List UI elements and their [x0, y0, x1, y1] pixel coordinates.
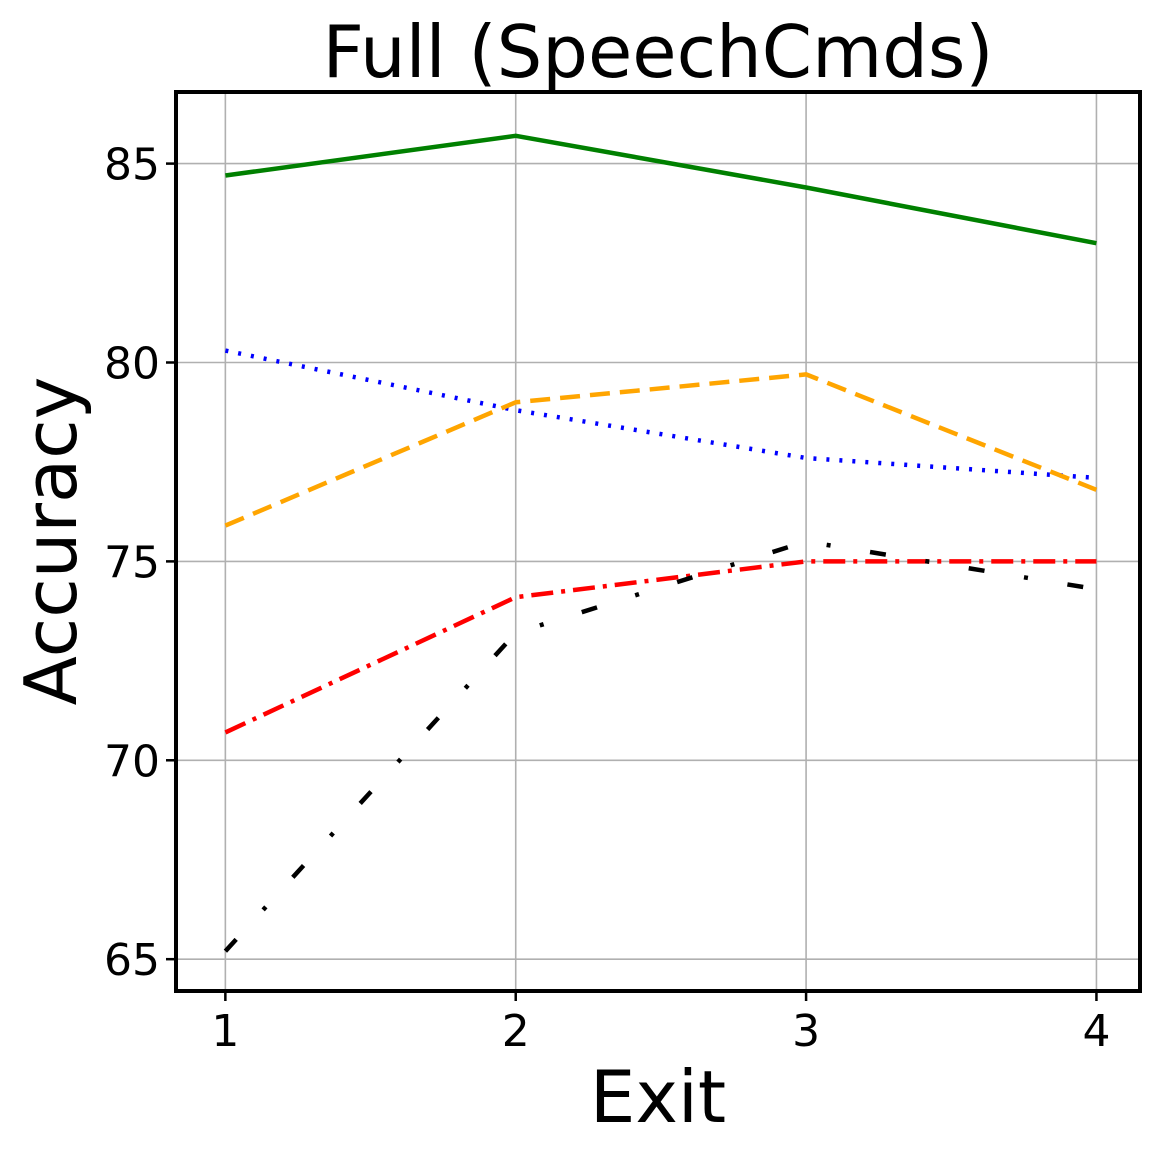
y-tick-label: 65 [104, 935, 160, 986]
series-line-3 [224, 372, 1098, 528]
series-line-4 [224, 559, 1097, 735]
series-line-5 [223, 539, 1097, 953]
chart-title: Full (SpeechCmds) [322, 10, 993, 94]
y-tick-label: 85 [104, 140, 160, 191]
axis-ticks: 1 2 3 4 65 70 75 80 85 [104, 140, 1110, 1057]
series-lines [223, 133, 1098, 953]
x-tick-label: 2 [502, 1006, 530, 1057]
grid-lines [176, 92, 1140, 991]
series-line-2 [224, 348, 1097, 481]
x-tick-label: 4 [1082, 1006, 1110, 1057]
y-tick-label: 70 [104, 736, 160, 787]
y-tick-label: 75 [104, 537, 160, 588]
y-tick-label: 80 [104, 338, 160, 389]
x-axis-label: Exit [590, 1055, 726, 1139]
x-tick-label: 3 [792, 1006, 820, 1057]
series-line-1 [225, 133, 1097, 246]
y-axis-label: Accuracy [9, 377, 93, 706]
plot-frame [174, 90, 1142, 993]
x-tick-label: 1 [211, 1006, 239, 1057]
